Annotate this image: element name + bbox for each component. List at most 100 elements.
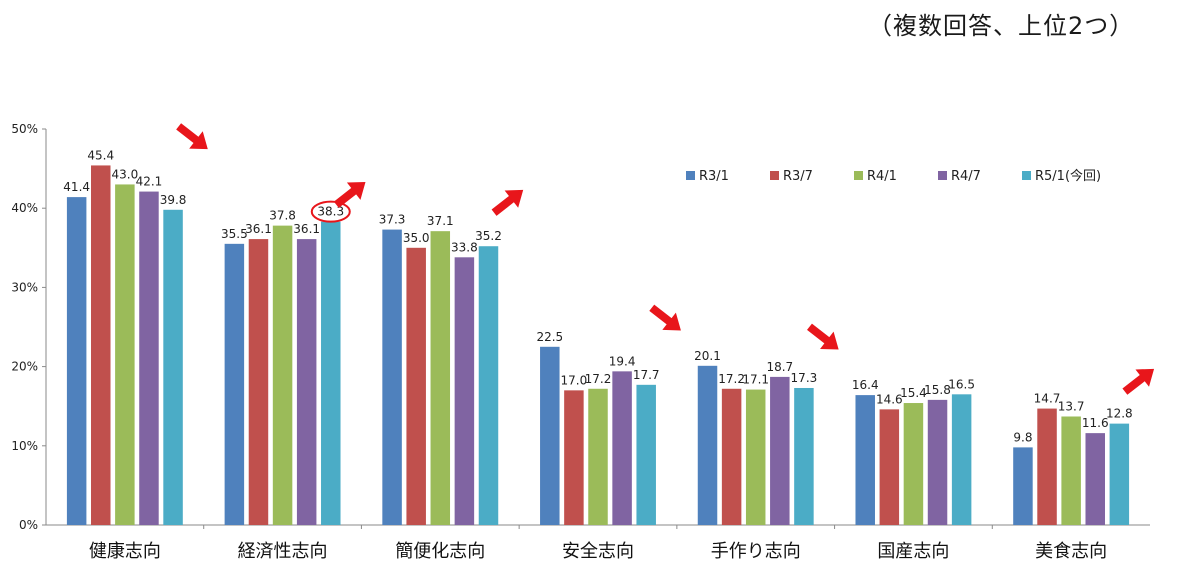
bar [321, 221, 341, 525]
data-label: 14.7 [1034, 392, 1061, 406]
category-label: 手作り志向 [711, 541, 801, 562]
legend-swatch [1022, 171, 1031, 180]
y-tick-label: 20% [11, 360, 38, 374]
bar [382, 229, 402, 526]
data-label: 15.4 [900, 386, 927, 400]
trend-up-arrow [333, 181, 366, 208]
bar [224, 243, 245, 525]
bar [248, 239, 269, 525]
bar [721, 388, 742, 525]
category-label: 国産志向 [877, 541, 949, 562]
chart-note: （複数回答、上位2つ） [868, 12, 1135, 40]
bar [430, 231, 451, 525]
data-label: 15.8 [924, 383, 951, 397]
data-label: 14.6 [876, 392, 903, 406]
bar [879, 409, 900, 525]
bar [272, 225, 293, 525]
data-label: 20.1 [694, 349, 721, 363]
legend-label: R5/1(今回) [1035, 168, 1101, 184]
trend-up-arrow [491, 189, 524, 216]
bar [406, 247, 426, 526]
bar [66, 197, 87, 525]
trend-up-arrow [1122, 368, 1155, 395]
data-label: 17.0 [561, 373, 588, 387]
bar [951, 394, 972, 525]
bar [1109, 423, 1130, 525]
category-label: 美食志向 [1035, 541, 1107, 562]
bar [855, 395, 875, 525]
bar [745, 389, 766, 525]
y-tick-label: 40% [11, 201, 38, 215]
data-label: 16.4 [852, 378, 879, 392]
trend-down-arrow [807, 323, 839, 350]
data-label: 38.3 [317, 205, 344, 219]
arrow-shape [491, 189, 524, 216]
data-label: 37.8 [269, 209, 296, 223]
data-label: 35.5 [221, 227, 248, 241]
bar [794, 387, 814, 525]
legend-swatch [770, 171, 779, 180]
data-label: 35.2 [475, 229, 502, 243]
category-label: 健康志向 [89, 541, 161, 562]
y-tick-label: 0% [19, 518, 38, 532]
bar [454, 257, 475, 525]
bar [903, 403, 924, 525]
bar [564, 390, 584, 525]
data-label: 37.1 [427, 214, 454, 228]
data-label: 36.1 [293, 222, 320, 236]
legend-swatch [938, 171, 947, 180]
data-label: 17.7 [633, 368, 660, 382]
bar [1037, 408, 1057, 525]
category-label: 経済性志向 [238, 541, 328, 562]
bar [296, 239, 317, 525]
arrow-shape [1122, 368, 1155, 395]
data-label: 43.0 [111, 167, 138, 181]
data-label: 13.7 [1058, 399, 1085, 413]
bar [588, 388, 608, 525]
highlight-circle [310, 200, 351, 223]
data-label: 41.4 [63, 180, 90, 194]
data-label: 16.5 [948, 377, 975, 391]
bar [139, 191, 159, 525]
data-label: 19.4 [609, 354, 636, 368]
legend-swatch [686, 171, 695, 180]
bar [612, 371, 632, 525]
bar [636, 384, 656, 525]
data-label: 9.8 [1013, 430, 1032, 444]
data-label: 17.3 [791, 371, 818, 385]
legend-swatch [854, 171, 863, 180]
bar [1085, 433, 1105, 525]
bar [927, 399, 948, 525]
bar [478, 246, 499, 525]
bar [115, 184, 135, 525]
data-label: 35.0 [403, 231, 430, 245]
data-label: 17.2 [585, 372, 612, 386]
trend-down-arrow [649, 304, 681, 331]
bar [697, 365, 718, 525]
data-label: 22.5 [536, 330, 563, 344]
legend-label: R4/1 [867, 169, 897, 184]
y-tick-label: 50% [11, 122, 38, 136]
arrow-shape [807, 323, 839, 350]
arrow-shape [333, 181, 366, 208]
bar [540, 346, 560, 525]
data-label: 42.1 [136, 175, 163, 189]
data-label: 17.1 [742, 373, 769, 387]
data-label: 36.1 [245, 222, 272, 236]
y-tick-label: 10% [11, 439, 38, 453]
data-label: 17.2 [718, 372, 745, 386]
legend-label: R3/1 [699, 169, 729, 184]
data-label: 12.8 [1106, 407, 1133, 421]
bar [770, 376, 790, 525]
data-label: 45.4 [87, 148, 114, 162]
legend-label: R4/7 [951, 169, 981, 184]
data-label: 11.6 [1082, 416, 1109, 430]
category-label: 簡便化志向 [395, 541, 485, 562]
bar [1061, 416, 1081, 525]
data-label: 18.7 [766, 360, 793, 374]
data-label: 33.8 [451, 240, 478, 254]
trend-down-arrow [176, 123, 208, 150]
arrow-shape [649, 304, 681, 331]
data-label: 37.3 [379, 213, 406, 227]
